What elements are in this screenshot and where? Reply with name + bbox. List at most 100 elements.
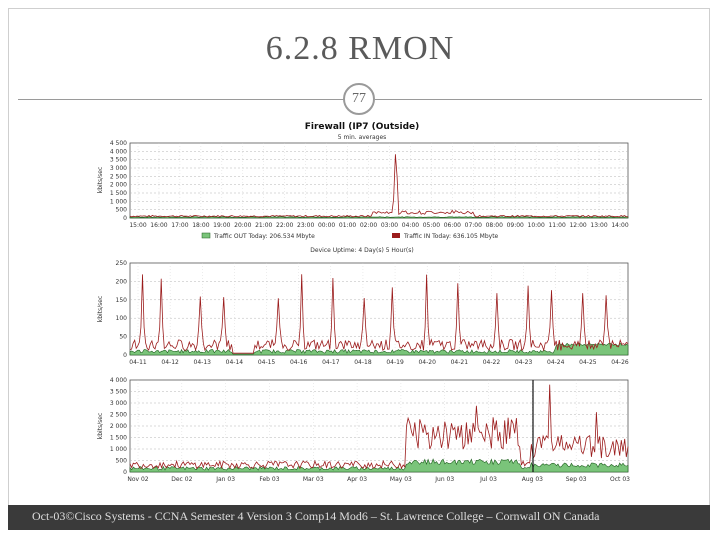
rmon-graphs: Firewall (IP7 (Outside) 5 min. averages … xyxy=(97,122,630,483)
top-plot-frame xyxy=(129,142,629,219)
top-traffic-in-series xyxy=(129,154,629,218)
top-x-tick-label: 06:00 xyxy=(444,222,461,229)
bot-y-tick-label: 3 500 xyxy=(110,389,127,396)
top-x-tick-label: 07:00 xyxy=(465,222,482,229)
top-x-tick-label: 23:00 xyxy=(297,222,314,229)
top-y-tick-label: 1 000 xyxy=(110,198,127,205)
mid-x-tick-label: 04-17 xyxy=(322,359,340,366)
middle-y-ticks: 250 200 150 100 50 0 xyxy=(116,260,128,359)
mid-y-tick-label: 150 xyxy=(116,297,128,304)
top-x-tick-label: 22:00 xyxy=(276,222,293,229)
bot-x-tick-label: Feb 03 xyxy=(259,476,279,483)
top-traffic-out-series xyxy=(129,216,629,219)
mid-x-tick-label: 04-22 xyxy=(483,359,501,366)
mid-x-tick-label: 04-13 xyxy=(194,359,212,366)
top-y-tick-label: 4 500 xyxy=(110,140,127,147)
top-x-tick-label: 00:00 xyxy=(318,222,335,229)
top-y-tick-label: 3 000 xyxy=(110,165,127,172)
legend-in-swatch xyxy=(392,233,400,238)
top-x-tick-label: 08:00 xyxy=(486,222,503,229)
top-x-tick-label: 14:00 xyxy=(611,222,628,229)
top-x-ticks: 15:00 16:00 17:00 18:00 19:00 20:00 21:00 22:00… xyxy=(129,222,628,229)
top-y-label: kbits/sec xyxy=(97,167,104,194)
mid-x-tick-label: 04-23 xyxy=(515,359,533,366)
bottom-y-ticks: 4 000 3 500 3 000 2 500 2 000 1 500 1 000 500 0 xyxy=(110,377,127,476)
mid-y-tick-label: 250 xyxy=(116,260,128,267)
mid-y-tick-label: 0 xyxy=(123,352,127,359)
mid-x-tick-label: 04-19 xyxy=(386,359,404,366)
title-rule-left xyxy=(18,99,345,100)
bot-y-tick-label: 0 xyxy=(123,469,127,476)
bot-x-tick-label: Aug 03 xyxy=(522,476,543,483)
rmon-graph-image: Firewall (IP7 (Outside) 5 min. averages … xyxy=(92,118,632,508)
top-x-tick-label: 15:00 xyxy=(129,222,146,229)
top-y-tick-label: 0 xyxy=(123,215,127,222)
top-x-tick-label: 17:00 xyxy=(171,222,188,229)
bottom-x-ticks: Nov 02 Dec 02 Jan 03 Feb 03 Mar 03 Apr 03 May … xyxy=(127,476,630,483)
device-uptime: Device Uptime: 4 Day(s) 5 Hour(s) xyxy=(310,247,413,254)
top-x-tick-label: 03:00 xyxy=(381,222,398,229)
mid-x-tick-label: 04-25 xyxy=(579,359,597,366)
top-x-tick-label: 01:00 xyxy=(339,222,356,229)
mid-x-tick-label: 04-26 xyxy=(611,359,629,366)
bot-y-tick-label: 1 000 xyxy=(110,446,127,453)
top-x-tick-label: 11:00 xyxy=(548,222,565,229)
bot-x-tick-label: Mar 03 xyxy=(303,476,324,483)
bot-x-tick-label: May 03 xyxy=(390,476,412,483)
legend-out-swatch xyxy=(201,232,211,239)
top-grid xyxy=(130,143,628,218)
bot-x-tick-label: Jun 03 xyxy=(434,476,454,483)
top-x-tick-label: 10:00 xyxy=(528,222,545,229)
middle-y-label: kbits/sec xyxy=(97,296,104,323)
title-rule-right xyxy=(375,99,702,100)
top-y-tick-label: 1 500 xyxy=(110,190,127,197)
bot-y-tick-label: 3 000 xyxy=(110,400,127,407)
mid-x-tick-label: 04-15 xyxy=(258,359,276,366)
bot-x-tick-label: Nov 02 xyxy=(127,476,148,483)
top-x-tick-label: 20:00 xyxy=(234,222,251,229)
top-y-tick-label: 4 000 xyxy=(110,148,127,155)
top-x-tick-label: 05:00 xyxy=(423,222,440,229)
slide-title: 6.2.8 RMON xyxy=(265,30,455,67)
bot-x-tick-label: Jan 03 xyxy=(215,476,235,483)
middle-traffic-in-series xyxy=(129,274,629,354)
bottom-grid xyxy=(130,380,628,472)
legend-in-label: Traffic IN Today: 636.105 Mbyte xyxy=(403,233,499,240)
mid-x-tick-label: 04-18 xyxy=(354,359,372,366)
top-x-tick-label: 12:00 xyxy=(569,222,586,229)
middle-grid xyxy=(130,263,628,355)
mid-x-tick-label: 04-16 xyxy=(290,359,308,366)
top-x-tick-label: 09:00 xyxy=(507,222,524,229)
top-x-tick-label: 18:00 xyxy=(192,222,209,229)
top-y-tick-label: 3 500 xyxy=(110,157,127,164)
mid-y-tick-label: 100 xyxy=(116,315,128,322)
mid-x-tick-label: 04-21 xyxy=(451,359,469,366)
bot-y-tick-label: 1 500 xyxy=(110,435,127,442)
bottom-traffic-in-series xyxy=(129,384,629,470)
bot-x-tick-label: Sep 03 xyxy=(566,476,587,483)
top-y-tick-label: 2 000 xyxy=(110,182,127,189)
top-y-tick-label: 2 500 xyxy=(110,173,127,180)
top-y-tick-label: 500 xyxy=(116,207,128,214)
bot-x-tick-label: Oct 03 xyxy=(610,476,630,483)
bot-y-tick-label: 500 xyxy=(116,458,128,465)
top-x-tick-label: 21:00 xyxy=(255,222,272,229)
footer-text: Oct-03©Cisco Systems - CCNA Semester 4 V… xyxy=(32,509,600,523)
bot-y-tick-label: 2 500 xyxy=(110,412,127,419)
top-chart-subtitle: 5 min. averages xyxy=(338,134,387,141)
page-number: 77 xyxy=(343,83,375,115)
bot-x-tick-label: Jul 03 xyxy=(479,476,497,483)
bottom-y-label: kbits/sec xyxy=(97,413,104,440)
footer-bar: Oct-03©Cisco Systems - CCNA Semester 4 V… xyxy=(8,505,710,530)
middle-x-ticks: 04-11 04-12 04-13 04-14 04-15 04-16 04-17 04-18… xyxy=(129,359,629,366)
middle-traffic-out-series xyxy=(129,342,629,356)
mid-x-tick-label: 04-14 xyxy=(226,359,244,366)
mid-y-tick-label: 200 xyxy=(116,278,128,285)
bot-x-tick-label: Dec 02 xyxy=(171,476,192,483)
top-x-tick-label: 02:00 xyxy=(360,222,377,229)
top-chart-title: Firewall (IP7 (Outside) xyxy=(305,122,420,132)
top-x-tick-label: 13:00 xyxy=(590,222,607,229)
mid-x-tick-label: 04-12 xyxy=(161,359,179,366)
top-x-tick-label: 04:00 xyxy=(402,222,419,229)
